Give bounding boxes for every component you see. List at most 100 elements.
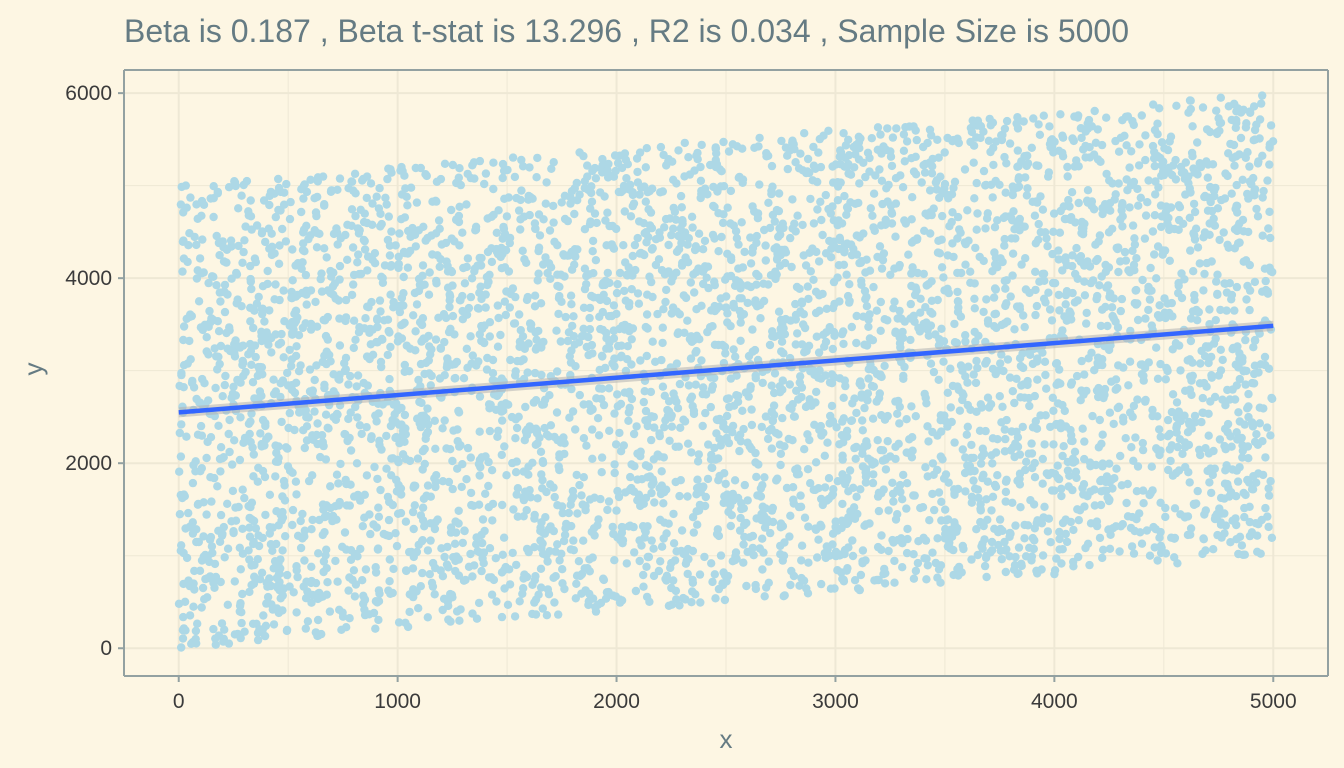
data-point <box>1069 562 1078 571</box>
data-point <box>1193 138 1202 147</box>
data-point <box>295 408 304 417</box>
data-point <box>723 203 732 212</box>
data-point <box>891 328 900 338</box>
data-point <box>901 219 910 228</box>
data-point <box>358 576 367 585</box>
data-point <box>340 528 350 537</box>
data-point <box>797 573 806 583</box>
data-point <box>873 145 882 154</box>
data-point <box>1226 538 1235 547</box>
data-point <box>192 525 201 534</box>
data-point <box>230 436 239 445</box>
data-point <box>780 538 789 547</box>
data-point <box>972 356 981 366</box>
data-point <box>431 444 440 453</box>
data-point <box>1108 224 1117 233</box>
data-point <box>278 606 287 615</box>
data-point <box>240 627 249 636</box>
data-point <box>538 604 547 613</box>
data-point <box>202 347 211 356</box>
data-point <box>1186 336 1196 346</box>
data-point <box>687 598 696 607</box>
data-point <box>1266 233 1275 243</box>
data-point <box>1100 384 1110 394</box>
data-point <box>1135 528 1145 537</box>
data-point <box>1010 325 1019 334</box>
data-point <box>568 321 577 331</box>
data-point <box>814 257 824 266</box>
data-point <box>922 281 931 290</box>
data-point <box>893 409 902 418</box>
data-point <box>514 206 524 215</box>
data-point <box>1088 411 1097 421</box>
data-point <box>1161 375 1171 384</box>
data-point <box>1103 321 1112 331</box>
data-point <box>873 542 883 552</box>
data-point <box>1174 407 1184 416</box>
data-point <box>194 297 204 306</box>
data-point <box>611 592 621 601</box>
data-point <box>913 558 923 568</box>
data-point <box>664 240 673 250</box>
data-point <box>845 466 855 475</box>
data-point <box>852 408 861 418</box>
data-point <box>734 391 743 401</box>
data-point <box>1126 408 1135 417</box>
data-point <box>1156 359 1165 369</box>
data-point <box>413 454 423 463</box>
data-point <box>1008 498 1017 507</box>
data-point <box>838 417 847 426</box>
data-point <box>911 126 920 135</box>
data-point <box>1172 398 1182 407</box>
data-point <box>642 592 652 602</box>
data-point <box>1263 176 1272 185</box>
data-point <box>412 547 422 557</box>
data-point <box>559 536 569 546</box>
data-point <box>1067 378 1077 387</box>
data-point <box>1240 512 1249 522</box>
data-point <box>214 421 223 430</box>
data-point <box>487 573 496 582</box>
data-point <box>386 290 395 299</box>
data-point <box>593 414 603 423</box>
data-point <box>884 546 893 556</box>
data-point <box>713 525 722 534</box>
data-point <box>982 572 991 582</box>
data-point <box>974 493 983 503</box>
data-point <box>271 441 280 450</box>
data-point <box>1175 341 1184 350</box>
data-point <box>676 224 685 233</box>
data-point <box>760 473 769 482</box>
data-point <box>1253 440 1263 449</box>
data-point <box>936 172 945 181</box>
data-point <box>538 476 547 485</box>
data-point <box>675 379 685 389</box>
data-point <box>351 402 360 412</box>
data-point <box>886 147 895 156</box>
data-point <box>902 479 912 488</box>
data-point <box>925 186 935 195</box>
data-point <box>739 540 748 549</box>
data-point <box>268 546 277 555</box>
data-point <box>1022 161 1031 171</box>
data-point <box>552 326 561 335</box>
data-point <box>1122 498 1131 508</box>
data-point <box>354 328 364 337</box>
data-point <box>591 256 601 265</box>
data-point <box>1083 186 1093 195</box>
data-point <box>798 220 807 230</box>
data-point <box>560 272 569 281</box>
data-point <box>1000 124 1010 133</box>
data-point <box>1020 254 1030 263</box>
data-point <box>607 240 616 249</box>
data-point <box>553 367 562 376</box>
data-point <box>360 610 370 620</box>
data-point <box>610 556 619 565</box>
data-point <box>1116 257 1125 266</box>
data-point <box>1147 321 1157 330</box>
data-point <box>569 546 578 555</box>
data-point <box>1216 493 1226 503</box>
data-point <box>1209 545 1218 554</box>
data-point <box>686 354 696 363</box>
data-point <box>177 368 186 378</box>
